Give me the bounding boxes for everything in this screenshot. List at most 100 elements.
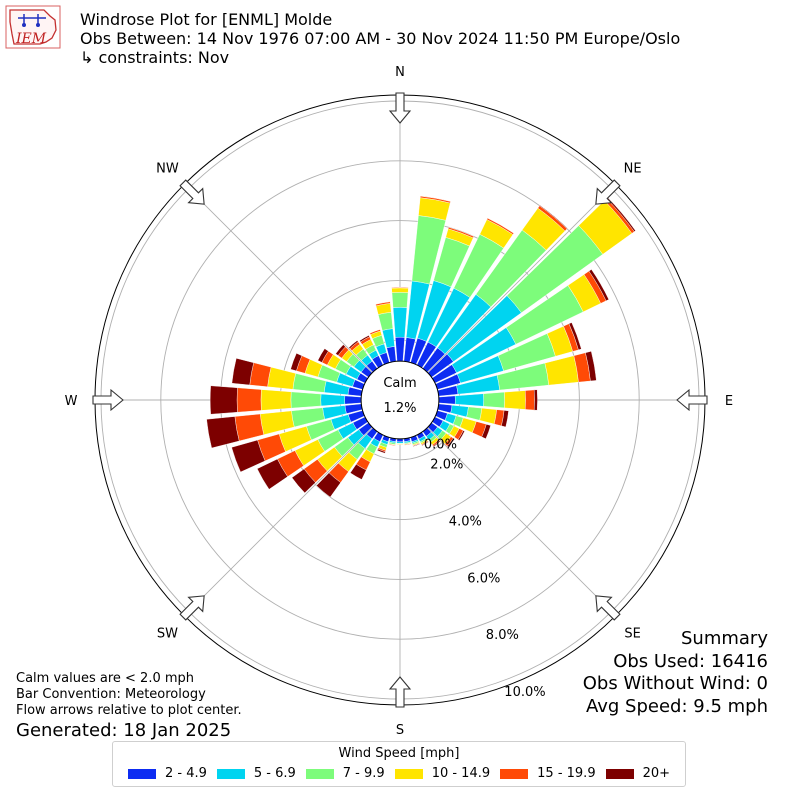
windrose-bar-segment: [369, 329, 381, 335]
flow-arrow-shape: [595, 595, 621, 621]
windrose-bar-segment: [447, 227, 475, 239]
windrose-bar-segment: [234, 413, 265, 442]
windrose-bar-segment: [320, 393, 346, 407]
legend-item: 2 - 4.9: [127, 766, 207, 781]
windrose-bar-segment: [348, 340, 359, 349]
windrose-bar-segment: [421, 441, 429, 447]
direction-label-e: E: [725, 394, 733, 409]
windrose-bar-segment: [236, 387, 262, 413]
legend-item: 20+: [605, 766, 671, 781]
legend-items: 2 - 4.9 5 - 6.9 7 - 9.9 10 - 14.9 15 - 19.9 2…: [113, 766, 685, 781]
legend-item: 7 - 9.9: [305, 766, 385, 781]
radial-tick-label: 8.0%: [486, 628, 519, 643]
windrose-bar-segment: [335, 344, 346, 356]
windrose-bar-segment: [344, 395, 362, 405]
legend-label: 20+: [642, 766, 671, 781]
notes-block: Calm values are < 2.0 mph Bar Convention…: [16, 671, 242, 742]
windrose-bar-segment: [391, 287, 409, 293]
windrose-bar-segment: [404, 443, 412, 446]
legend-label: 10 - 14.9: [431, 766, 491, 781]
constraint-text: ↳ constraints: Nov: [80, 48, 230, 67]
legend-title: Wind Speed [mph]: [338, 746, 460, 761]
windrose-bar-segment: [454, 393, 484, 407]
direction-gridline: [183, 399, 401, 617]
windrose-bar-segment: [486, 217, 515, 235]
legend-label: 2 - 4.9: [164, 766, 207, 781]
obs-without-wind: Obs Without Wind: 0: [582, 673, 768, 694]
windrose-bar-segment: [568, 322, 582, 351]
windrose-bar-segment: [483, 391, 505, 409]
generated-date: Generated: 18 Jan 2025: [16, 720, 232, 741]
windrose-bar-segment: [412, 443, 421, 447]
flow-arrow-n: [388, 92, 412, 124]
windrose-bar-segment: [376, 448, 386, 454]
calm-circle: [360, 360, 440, 440]
legend: Wind Speed [mph] 2 - 4.9 5 - 6.9 7 - 9.9 10…: [112, 741, 686, 787]
flow-arrow-sw: [179, 595, 205, 621]
flow-arrow-shape: [179, 179, 205, 205]
windrose-bar-segment: [479, 407, 497, 425]
iem-logo: IEM: [5, 5, 61, 49]
legend-swatch: [127, 768, 156, 779]
direction-label-nw: NW: [156, 161, 179, 176]
flow-arrow-nw: [179, 179, 205, 205]
chart-subtitle: Obs Between: 14 Nov 1976 07:00 AM - 30 N…: [80, 29, 681, 48]
obs-used: Obs Used: 16416: [613, 650, 768, 672]
radial-tick-label: 2.0%: [430, 458, 463, 473]
windrose-bar-segment: [359, 335, 370, 343]
chart-title: Windrose Plot for [ENML] Molde: [80, 10, 333, 29]
flow-arrows-note: Flow arrows relative to plot center.: [16, 703, 242, 718]
legend-swatch: [394, 768, 423, 779]
windrose-bar-segment: [290, 352, 303, 372]
flow-arrow-shape: [595, 179, 621, 205]
windrose-bar-segment: [432, 440, 441, 448]
windrose-bar-segment: [350, 463, 367, 480]
windrose-bar-segment: [392, 307, 408, 338]
legend-item: 5 - 6.9: [216, 766, 296, 781]
windrose-bar-segment: [209, 385, 238, 415]
legend-item: 10 - 14.9: [394, 766, 491, 781]
bar-convention-note: Bar Convention: Meteorology: [16, 687, 206, 702]
direction-label-sw: SW: [157, 627, 178, 642]
windrose-bar-segment: [291, 468, 316, 494]
windrose-bar-segment: [588, 269, 610, 302]
radial-tick-label: 10.0%: [504, 685, 545, 700]
windrose-bar-segment: [419, 195, 451, 204]
direction-label-se: SE: [624, 627, 640, 642]
calm-value: 1.2%: [383, 401, 416, 416]
direction-gridline: [399, 183, 617, 401]
windrose-bar-segment: [504, 390, 526, 410]
flow-arrow-ne: [595, 179, 621, 205]
windrose-bar-segment: [375, 301, 391, 307]
legend-item: 15 - 19.9: [500, 766, 596, 781]
legend-label: 5 - 6.9: [253, 766, 296, 781]
avg-speed: Avg Speed: 9.5 mph: [586, 695, 768, 717]
legend-swatch: [605, 768, 634, 779]
windrose-bar-segment: [396, 443, 404, 445]
calm-label: Calm: [383, 376, 416, 391]
windrose-bar-segment: [206, 416, 240, 449]
legend-label: 15 - 19.9: [537, 766, 596, 781]
windrose-bar-segment: [606, 197, 636, 232]
windrose-bar-segment: [290, 391, 322, 409]
windrose-bar-segment: [539, 204, 568, 230]
direction-label-n: N: [395, 65, 405, 80]
flow-arrow-shape: [179, 595, 205, 621]
chart-header: Windrose Plot for [ENML] Molde Obs Betwe…: [80, 10, 680, 67]
legend-label: 7 - 9.9: [342, 766, 385, 781]
windrose-bar-segment: [446, 438, 455, 448]
logo-text: IEM: [15, 31, 47, 47]
windrose-bar-segment: [391, 292, 409, 308]
radial-tick-label: 4.0%: [449, 515, 482, 530]
windrose-bar-segment: [533, 389, 538, 411]
summary-title: Summary: [681, 628, 768, 649]
windrose-bar-segment: [438, 395, 456, 405]
windrose-bar-segment: [256, 458, 288, 490]
windrose-bar-segment: [231, 358, 254, 386]
flow-arrow-shape: [388, 676, 412, 708]
flow-arrow-shape: [388, 92, 412, 124]
legend-swatch: [305, 768, 334, 779]
direction-label-ne: NE: [624, 161, 642, 176]
windrose-bar-segment: [501, 410, 509, 428]
